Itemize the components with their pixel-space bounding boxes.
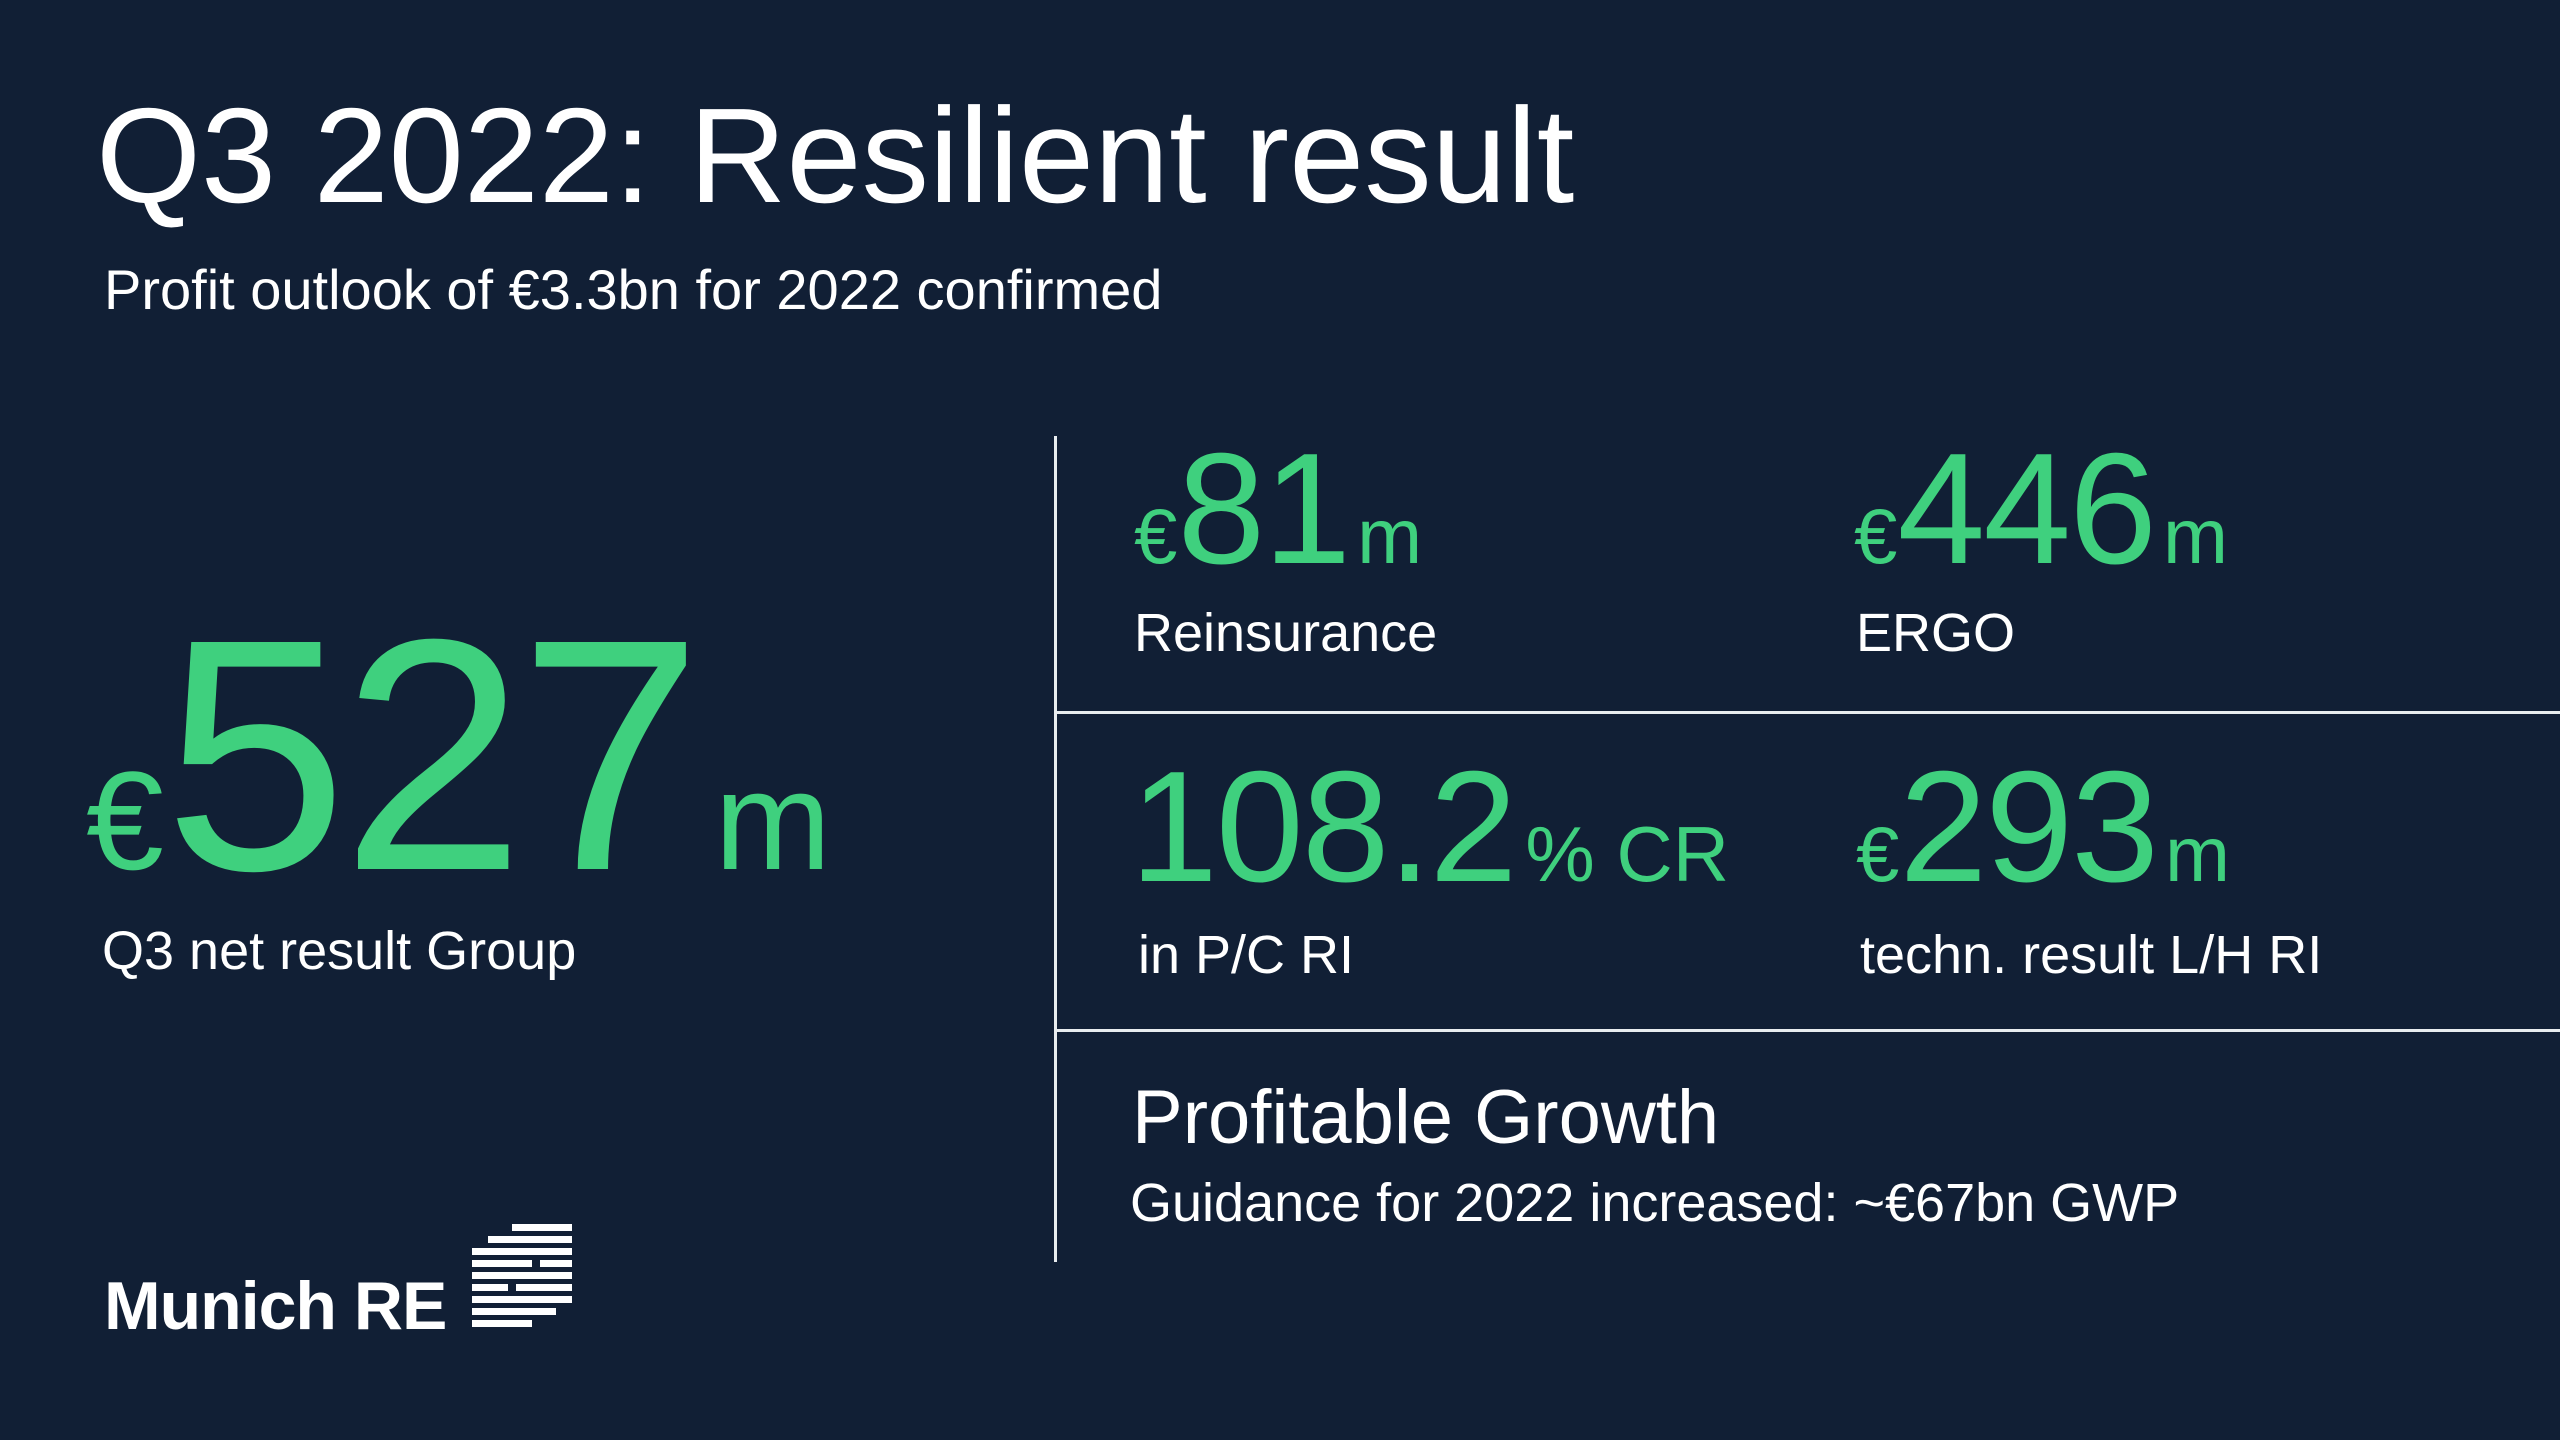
combined-ratio-kpi-value: 108.2 % CR xyxy=(1130,748,1729,906)
ergo-kpi-value: € 446 m xyxy=(1854,430,2228,588)
combined-ratio-label: in P/C RI xyxy=(1138,925,1355,985)
slide-title: Q3 2022: Resilient result xyxy=(96,80,1575,231)
ergo-label: ERGO xyxy=(1856,603,2016,663)
horizontal-divider-top xyxy=(1054,711,2560,714)
main-kpi-currency: € xyxy=(86,742,164,899)
reinsurance-label: Reinsurance xyxy=(1134,603,1438,663)
ergo-number: 446 xyxy=(1897,421,2157,597)
main-kpi-label: Q3 net result Group xyxy=(102,921,577,981)
combined-ratio-unit: % CR xyxy=(1525,810,1730,898)
reinsurance-number: 81 xyxy=(1177,421,1351,597)
growth-guidance-text: Guidance for 2022 increased: ~€67bn GWP xyxy=(1130,1173,2180,1233)
technical-result-number: 293 xyxy=(1899,739,2159,915)
reinsurance-currency: € xyxy=(1134,492,1178,580)
technical-result-currency: € xyxy=(1856,810,1900,898)
growth-title: Profitable Growth xyxy=(1132,1075,1720,1160)
reinsurance-unit: m xyxy=(1357,492,1423,580)
main-kpi-unit: m xyxy=(714,742,832,899)
company-logo-mark-icon xyxy=(472,1224,572,1327)
technical-result-unit: m xyxy=(2165,810,2230,898)
main-kpi-value: € 527 m xyxy=(86,590,831,920)
ergo-unit: m xyxy=(2163,492,2228,580)
combined-ratio-number: 108.2 xyxy=(1130,739,1517,915)
main-kpi-number: 527 xyxy=(163,570,703,939)
company-logo-text: Munich RE xyxy=(104,1268,447,1344)
slide-subtitle: Profit outlook of €3.3bn for 2022 confir… xyxy=(104,258,1163,321)
technical-result-label: techn. result L/H RI xyxy=(1860,925,2323,985)
horizontal-divider-bottom xyxy=(1054,1029,2560,1032)
reinsurance-kpi-value: € 81 m xyxy=(1134,430,1422,588)
vertical-divider xyxy=(1054,436,1057,1262)
ergo-currency: € xyxy=(1854,492,1898,580)
technical-result-kpi-value: € 293 m xyxy=(1856,748,2230,906)
